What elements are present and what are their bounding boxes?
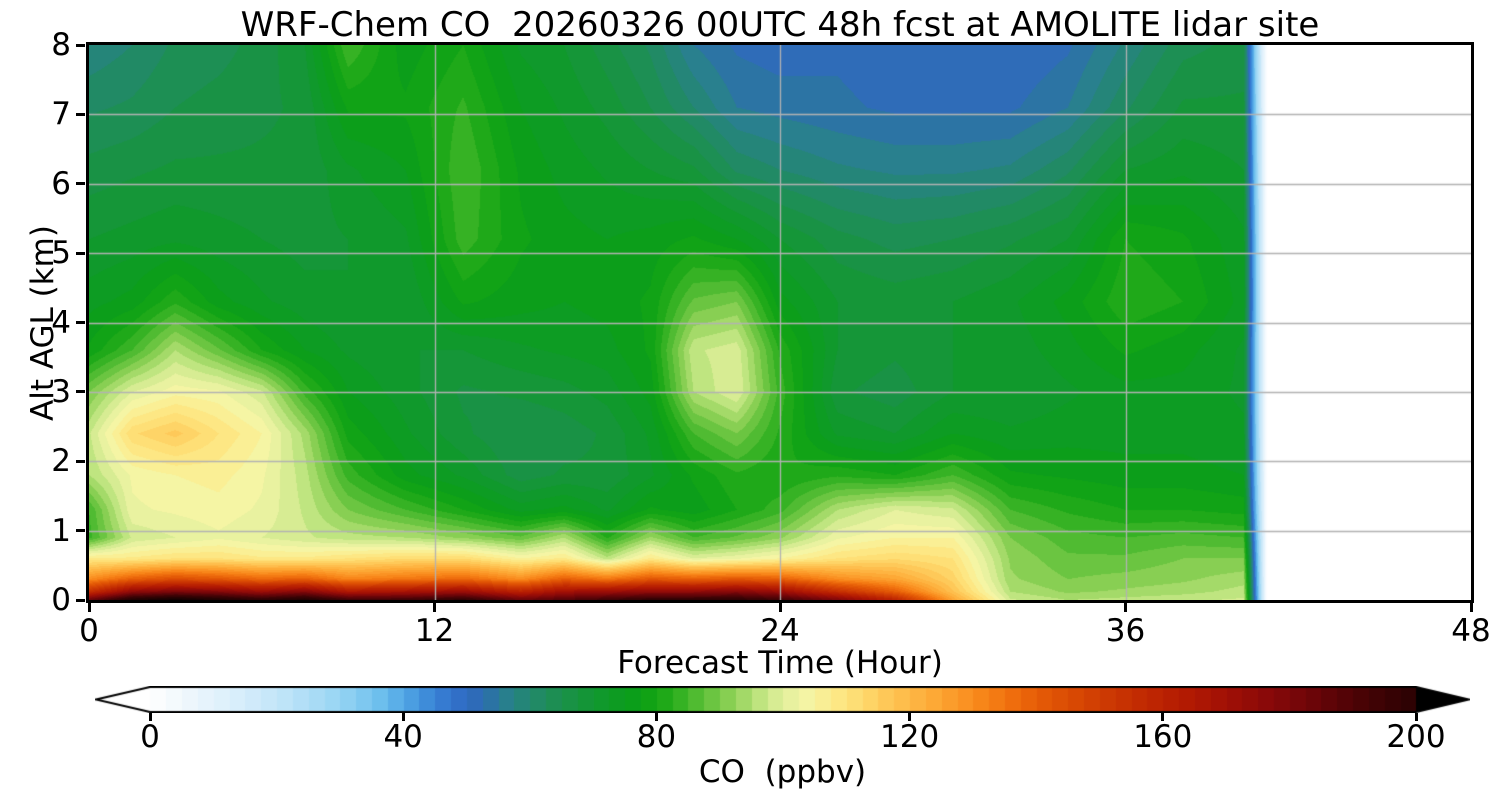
x-tick [778,603,782,612]
colorbar-tick-label: 40 [383,719,423,755]
x-tick [87,603,91,612]
colorbar [95,686,1470,713]
y-tick-label: 4 [51,304,71,341]
y-tick [76,112,85,116]
plot-area [86,42,1474,603]
y-tick [76,390,85,394]
y-tick-label: 5 [51,235,71,272]
colorbar-tick [148,713,152,721]
y-tick-label: 8 [51,27,71,63]
colorbar-tick-label: 200 [1386,719,1446,755]
y-tick [76,459,85,463]
contour-plot-canvas [89,45,1471,600]
y-tick-label: 0 [51,582,71,618]
x-tick-label: 12 [414,613,455,649]
colorbar-label: CO (ppbv) [698,754,867,790]
colorbar-tick-label: 160 [1133,719,1193,755]
colorbar-tick [1161,713,1165,721]
colorbar-tick [1414,713,1418,721]
y-tick [76,43,85,47]
y-tick [76,321,85,324]
colorbar-tick-label: 80 [636,719,677,755]
y-tick-label: 3 [51,373,71,410]
y-axis-label: Alt AGL (km) [25,225,61,421]
colorbar-tick-label: 120 [880,719,940,755]
x-tick-label: 48 [1451,613,1491,649]
x-tick [1469,603,1473,612]
y-tick [76,529,85,533]
x-tick [433,603,436,612]
colorbar-tick [401,713,405,721]
y-tick-label: 7 [51,96,71,133]
y-tick [76,182,85,186]
y-tick-label: 6 [51,165,71,202]
colorbar-tick [654,713,658,721]
y-tick [76,251,85,255]
x-axis-label: Forecast Time (Hour) [617,645,943,681]
x-tick [1124,603,1127,612]
x-tick-label: 24 [760,613,800,649]
x-tick-label: 36 [1105,613,1146,649]
x-tick-label: 0 [79,613,99,649]
chart-title: WRF-Chem CO 20260326 00UTC 48h fcst at A… [240,5,1320,45]
y-tick-label: 1 [51,512,71,549]
y-tick-label: 2 [51,443,71,480]
y-tick [76,598,85,602]
colorbar-tick [908,713,912,721]
colorbar-tick-label: 0 [140,719,160,755]
